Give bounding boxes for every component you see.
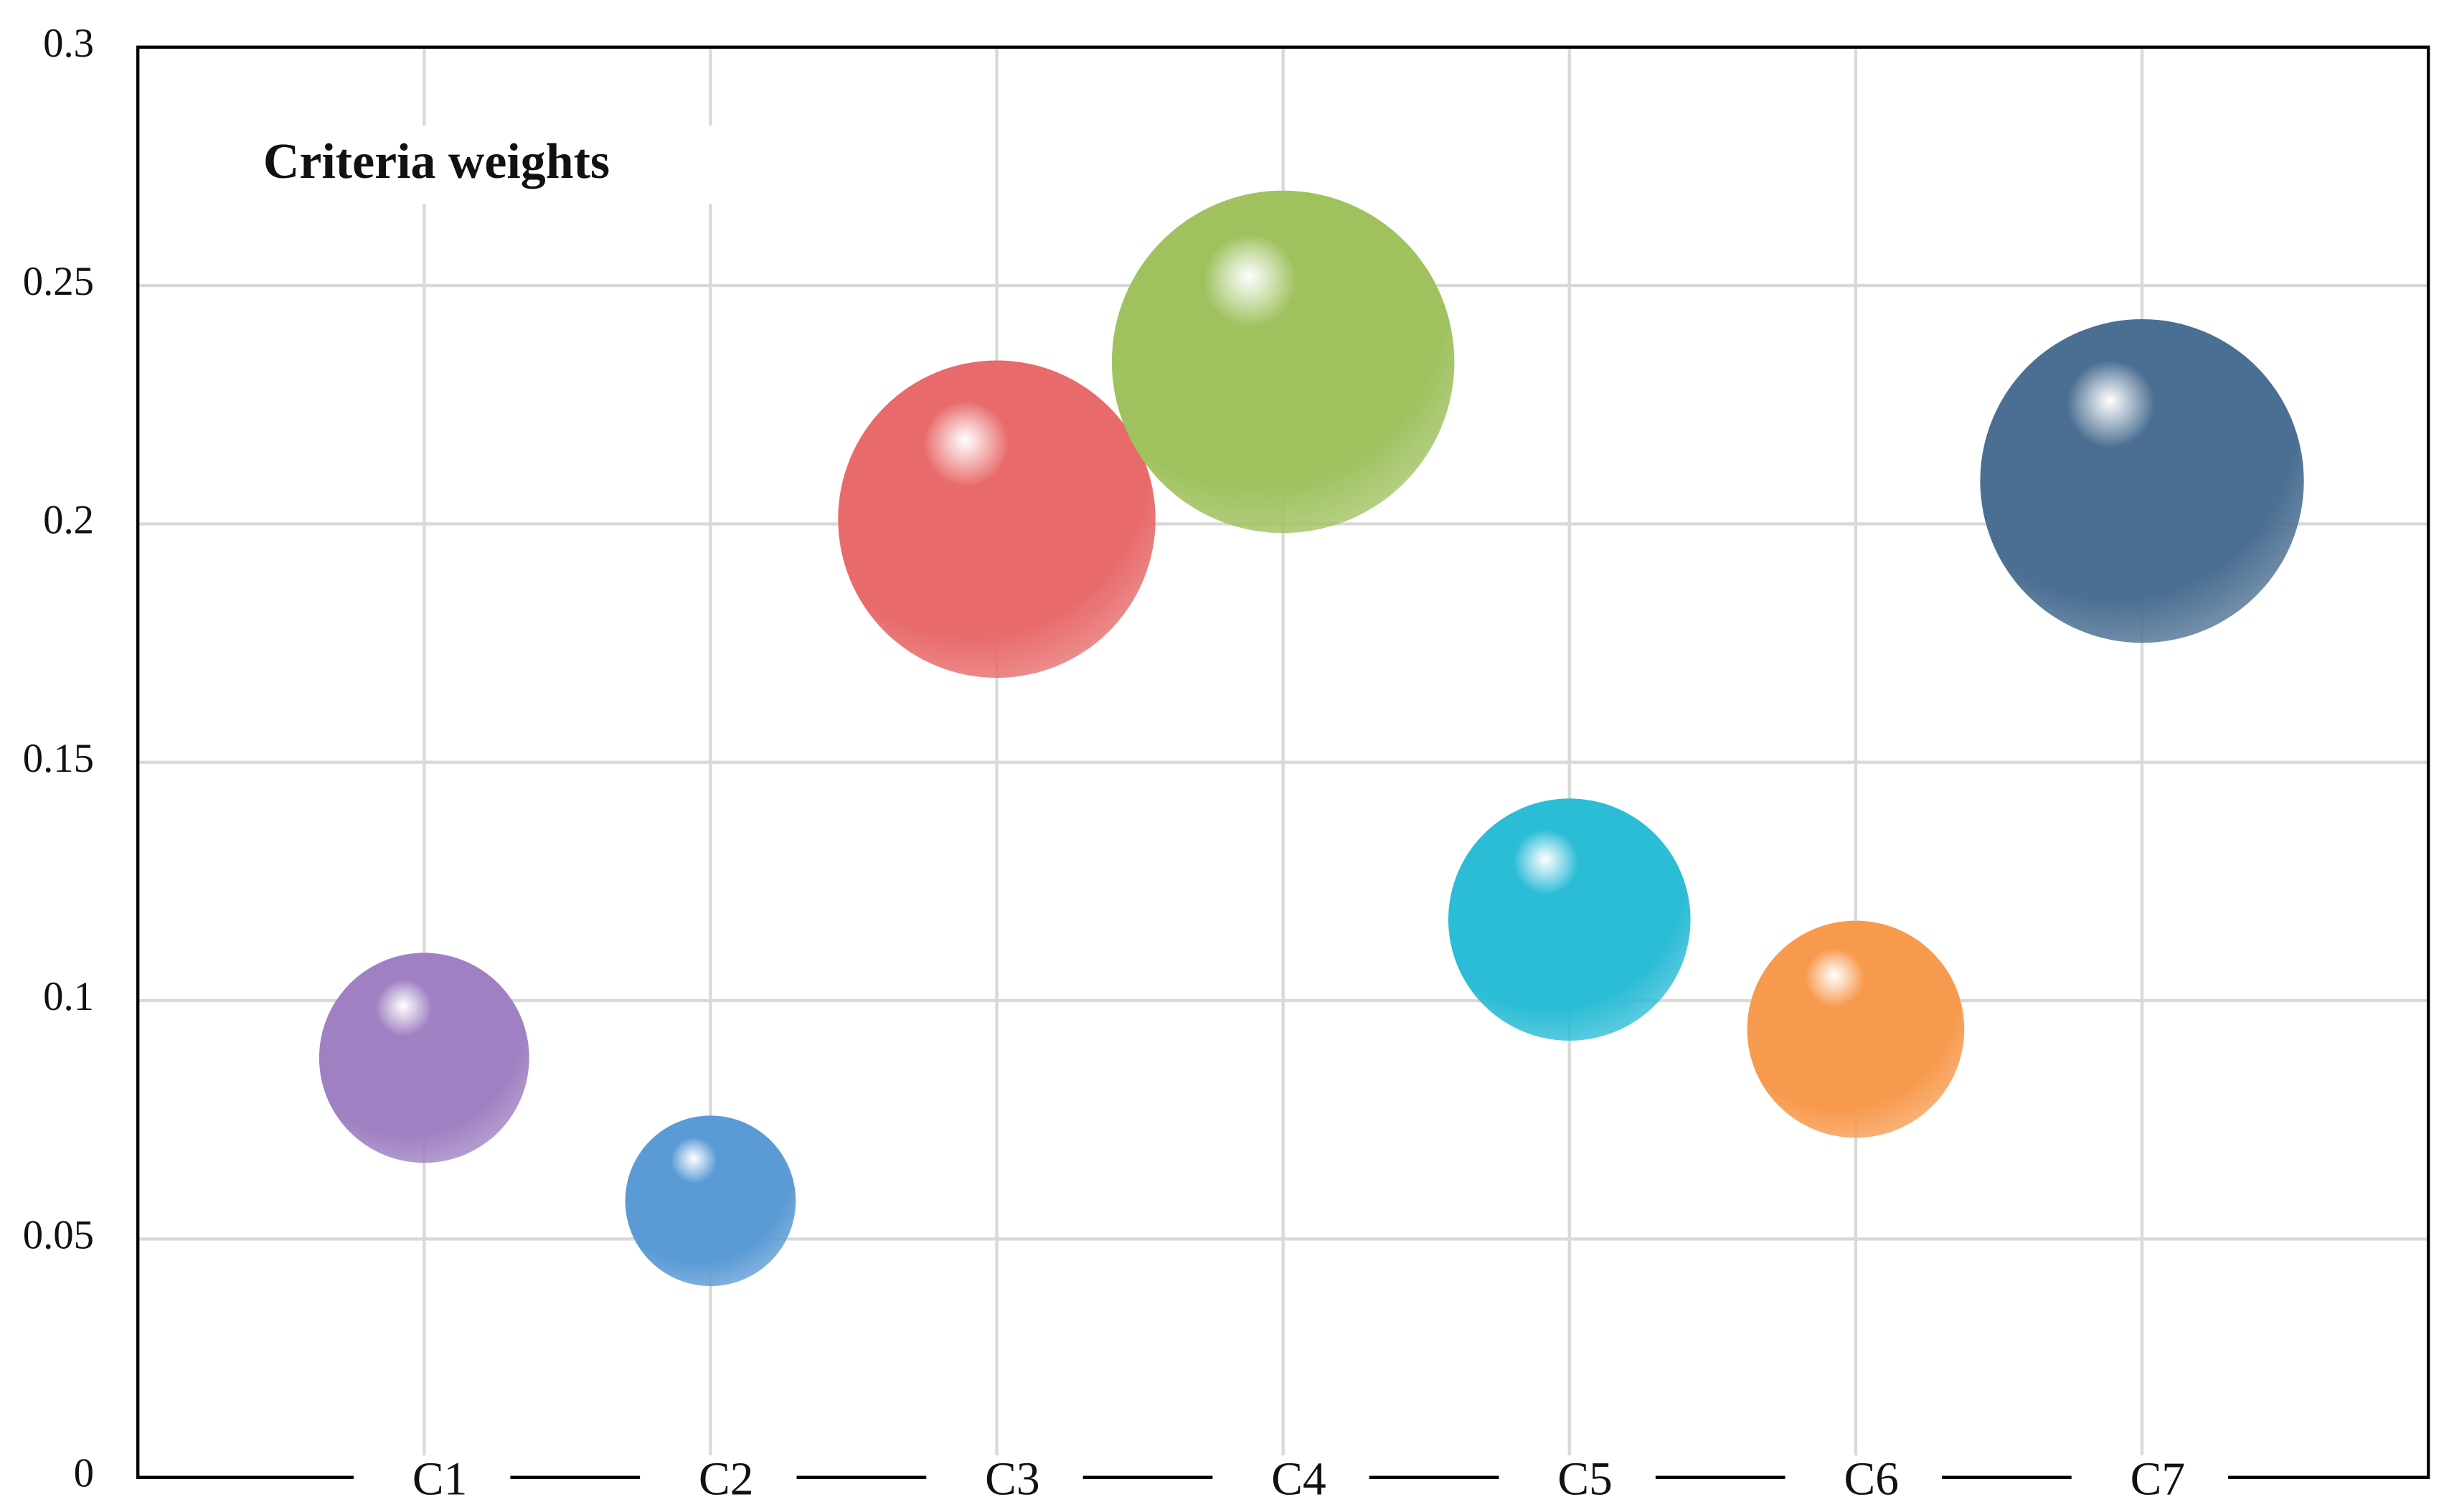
bubble bbox=[1980, 318, 2304, 643]
x-label-bg bbox=[926, 1455, 1083, 1500]
y-tick-label: 0.15 bbox=[23, 736, 94, 781]
title-bg bbox=[250, 125, 721, 204]
x-tick-label: C3 bbox=[985, 1453, 1039, 1505]
y-tick-label: 0 bbox=[74, 1451, 94, 1496]
bubble bbox=[319, 953, 529, 1163]
x-label-bg bbox=[1212, 1455, 1369, 1500]
bubble bbox=[1747, 920, 1965, 1138]
x-tick-label: C5 bbox=[1557, 1453, 1612, 1505]
x-tick-label: C7 bbox=[2131, 1453, 2185, 1505]
x-tick-label: C6 bbox=[1844, 1453, 1899, 1505]
x-label-bg bbox=[2071, 1455, 2229, 1500]
y-tick-label: 0.05 bbox=[23, 1212, 94, 1257]
bubble bbox=[1111, 190, 1455, 534]
x-label-bg bbox=[354, 1455, 511, 1500]
x-label-bg bbox=[640, 1455, 797, 1500]
x-tick-label: C1 bbox=[412, 1453, 467, 1505]
y-tick-label: 0.3 bbox=[43, 21, 94, 66]
x-label-bg bbox=[1499, 1455, 1656, 1500]
y-tick-label: 0.25 bbox=[23, 259, 94, 304]
y-tick-label: 0.2 bbox=[43, 497, 94, 542]
x-label-bg bbox=[1785, 1455, 1943, 1500]
bubble bbox=[625, 1115, 796, 1287]
chart-title: Criteria weights bbox=[263, 134, 610, 189]
bubble bbox=[1448, 798, 1691, 1041]
bubble bbox=[838, 360, 1156, 679]
x-tick-label: C2 bbox=[699, 1453, 753, 1505]
x-tick-label: C4 bbox=[1271, 1453, 1326, 1505]
y-tick-label: 0.1 bbox=[43, 974, 94, 1019]
